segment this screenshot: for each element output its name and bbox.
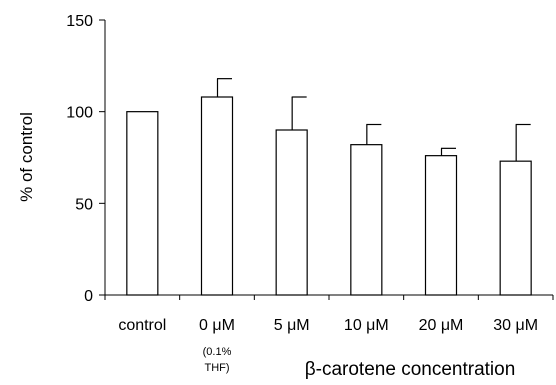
bar: [275, 129, 308, 296]
y-tick-label: 100: [66, 105, 93, 122]
category-label: 0 μM: [199, 317, 235, 334]
error-bars: [216, 78, 531, 162]
y-axis: 0 50 100 150: [66, 13, 106, 305]
category-label: 5 μM: [274, 317, 310, 334]
bar: [350, 144, 383, 296]
category-sublabel: THF): [204, 362, 229, 374]
category-label: 30 μM: [493, 317, 538, 334]
bar: [499, 160, 532, 296]
category-sublabel: (0.1%: [203, 346, 232, 358]
category-label: 10 μM: [344, 317, 389, 334]
bar: [424, 155, 458, 296]
x-axis-title: β-carotene concentration: [305, 359, 516, 380]
bar: [126, 111, 159, 296]
x-axis: [104, 294, 554, 300]
y-axis-title: % of control: [17, 112, 36, 202]
y-tick-label: 50: [75, 196, 93, 213]
y-tick-label: 150: [66, 13, 93, 30]
category-label: control: [118, 317, 166, 334]
y-tick-label: 0: [84, 288, 93, 305]
bar: [200, 96, 234, 296]
category-label: 20 μM: [419, 317, 464, 334]
category-labels: control 0 μM (0.1% THF) 5 μM 10 μM 20 μM 30 μM: [118, 317, 538, 374]
bars: [126, 96, 532, 296]
